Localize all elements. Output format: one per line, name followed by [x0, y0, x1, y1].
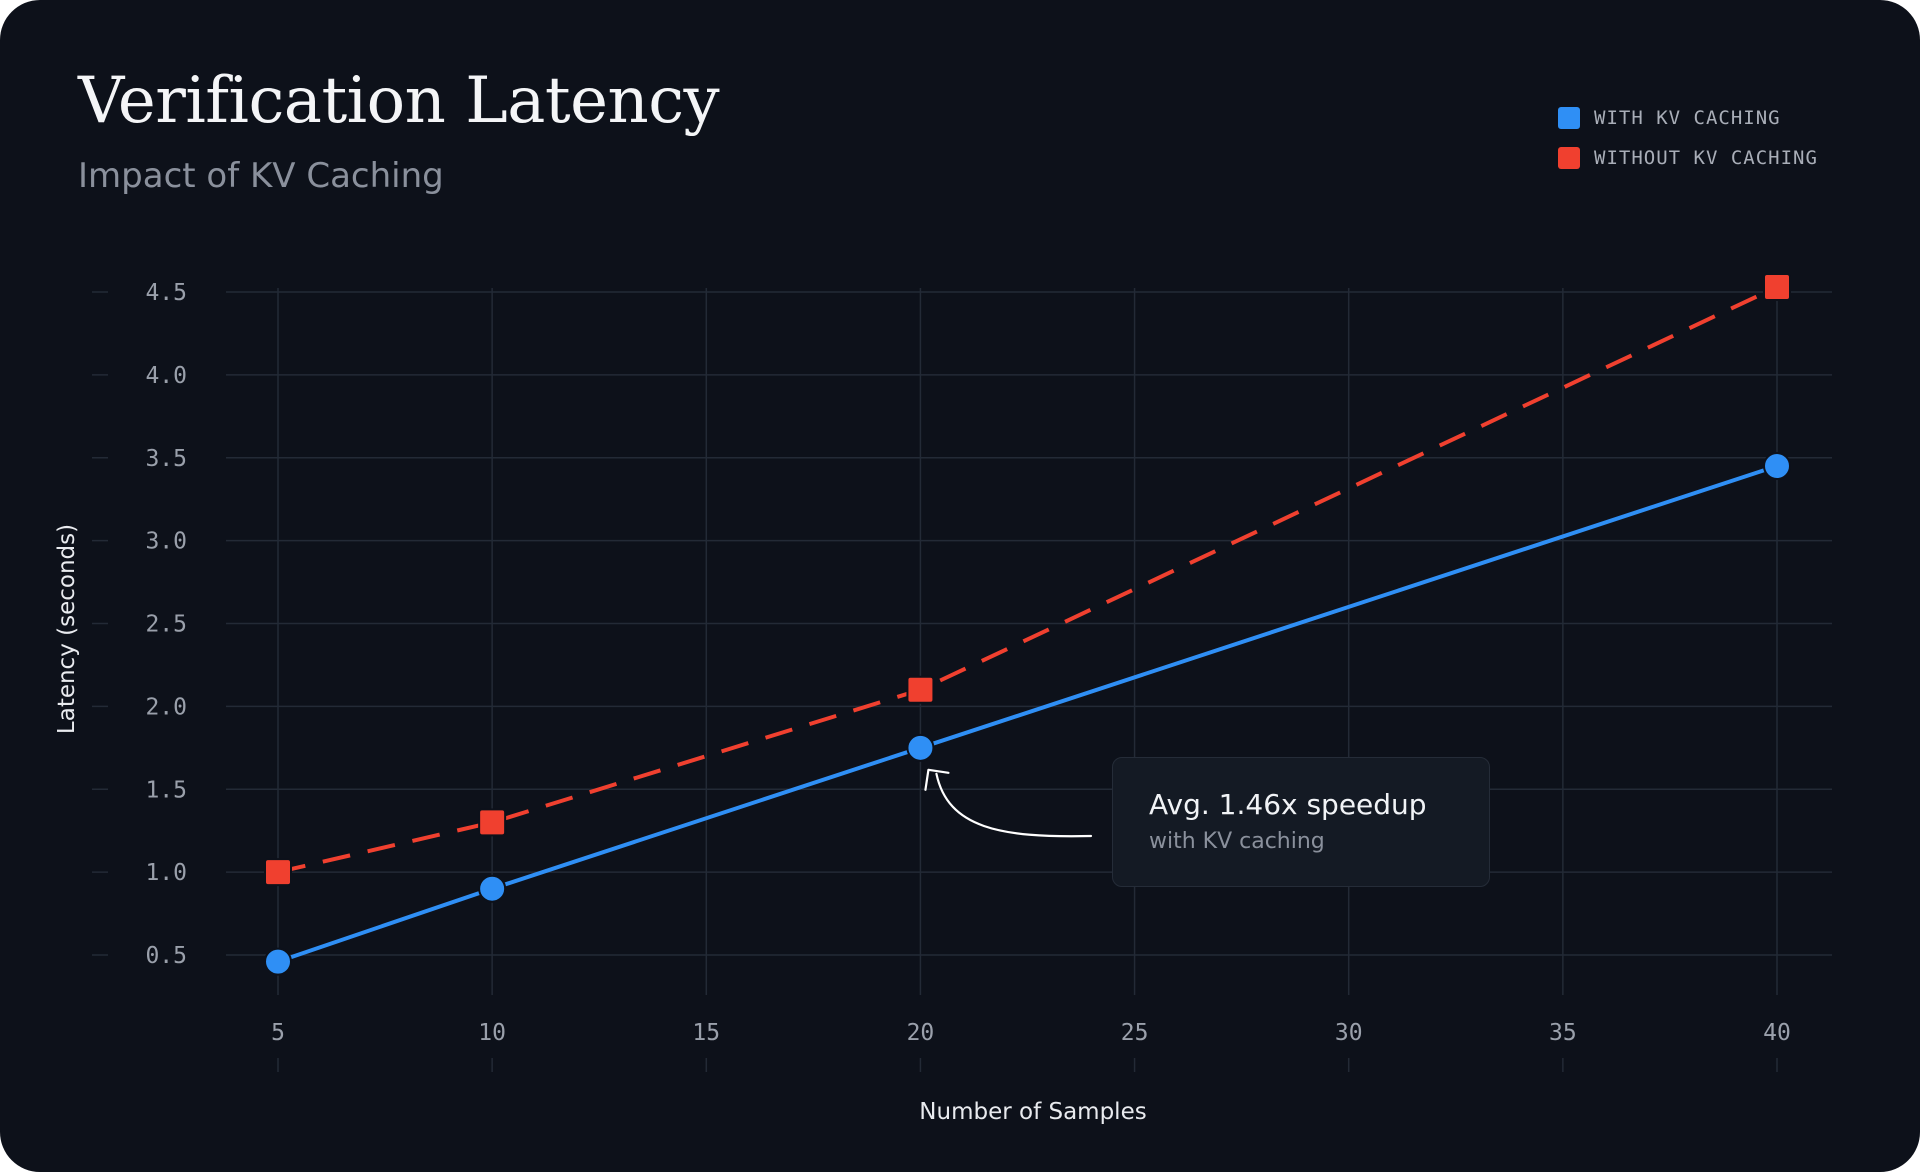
y-tick-label: 4.5 — [145, 280, 187, 306]
legend: WITH KV CACHING WITHOUT KV CACHING — [1558, 98, 1818, 178]
data-point-square — [906, 675, 935, 704]
x-tick-label: 20 — [907, 1020, 935, 1046]
x-tick-label: 15 — [692, 1020, 720, 1046]
x-tick-label: 5 — [271, 1020, 285, 1046]
y-tick-label: 3.5 — [145, 446, 187, 472]
y-tick-label: 4.0 — [145, 363, 187, 389]
x-tick-label: 40 — [1763, 1020, 1791, 1046]
legend-label-with-kv-caching: WITH KV CACHING — [1594, 107, 1781, 129]
legend-swatch-blue — [1558, 107, 1580, 129]
legend-item-without-kv-caching: WITHOUT KV CACHING — [1558, 138, 1818, 178]
data-point-circle — [478, 874, 507, 903]
legend-swatch-red — [1558, 147, 1580, 169]
y-tick-label: 1.5 — [145, 777, 187, 803]
legend-label-without-kv-caching: WITHOUT KV CACHING — [1594, 147, 1818, 169]
series-line-without-kv-caching — [277, 285, 1778, 875]
y-tick-label: 0.5 — [145, 943, 187, 969]
data-point-circle — [1763, 452, 1791, 481]
annotation-subtext: with KV caching — [1149, 829, 1325, 854]
grid — [92, 288, 1832, 1072]
x-tick-label: 35 — [1549, 1020, 1577, 1046]
data-point-square — [478, 808, 507, 837]
axis-ticks: 0.5 1.0 1.5 2.0 2.5 3.0 3.5 4.0 4.5 5 10 15 20 25 30 35… — [145, 280, 1790, 1046]
annotation-arrow-icon — [924, 768, 1093, 838]
y-tick-label: 3.0 — [145, 529, 187, 555]
legend-item-with-kv-caching: WITH KV CACHING — [1558, 98, 1818, 138]
annotation-callout: Avg. 1.46x speedup with KV caching — [1112, 757, 1490, 887]
y-tick-label: 2.5 — [145, 612, 187, 638]
y-tick-label: 1.0 — [145, 860, 187, 886]
y-tick-label: 2.0 — [145, 694, 187, 720]
series-line-with-kv-caching — [277, 464, 1778, 964]
data-point-circle — [906, 733, 935, 762]
data-point-square — [1763, 273, 1791, 302]
x-tick-label: 30 — [1335, 1020, 1363, 1046]
y-axis-title: Latency (seconds) — [54, 524, 80, 734]
series — [264, 273, 1791, 976]
chart-subtitle: Impact of KV Caching — [78, 156, 444, 196]
data-point-circle — [264, 947, 292, 976]
x-tick-label: 10 — [478, 1020, 506, 1046]
chart-title: Verification Latency — [78, 64, 720, 138]
annotation-text: Avg. 1.46x speedup — [1149, 788, 1427, 821]
x-tick-label: 25 — [1121, 1020, 1149, 1046]
data-point-square — [264, 858, 292, 887]
x-axis-title: Number of Samples — [919, 1099, 1146, 1125]
